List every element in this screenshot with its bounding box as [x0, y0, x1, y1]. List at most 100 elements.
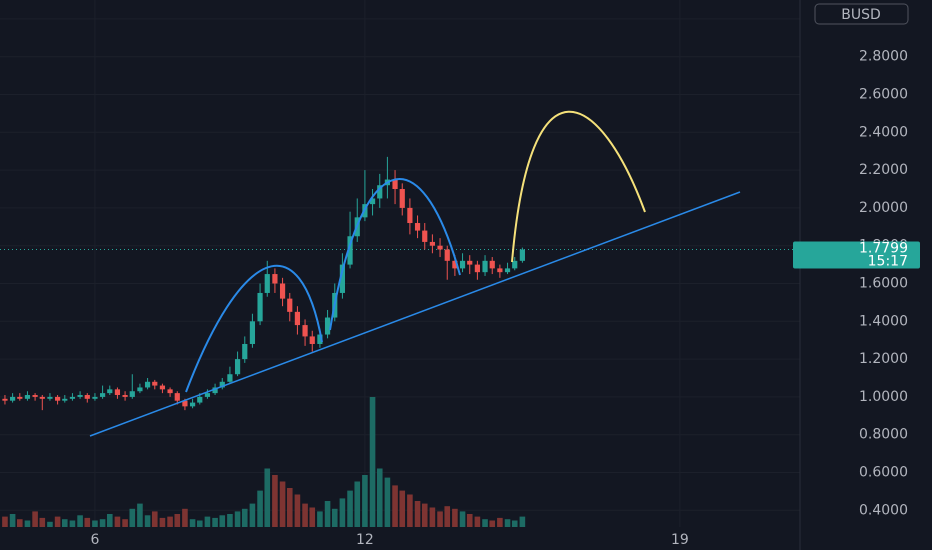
volume-bar: [324, 501, 331, 527]
volume-bar: [369, 397, 376, 527]
volume-bar: [39, 517, 46, 527]
last-price-box: [793, 241, 920, 269]
candle-body: [287, 298, 293, 312]
candle-body: [167, 389, 173, 394]
candle-body: [309, 336, 315, 344]
volume-bar: [452, 508, 458, 527]
volume-bar: [317, 511, 323, 527]
volume-bar: [159, 517, 166, 527]
candle-body: [482, 260, 488, 273]
candle-body: [512, 260, 518, 269]
candle-body: [47, 396, 53, 399]
volume-bar: [279, 481, 286, 527]
candle-body: [122, 395, 128, 397]
candle-body: [197, 396, 203, 403]
candle-body: [204, 393, 211, 397]
volume-bar: [294, 494, 301, 527]
volume-bar: [519, 516, 526, 527]
y-tick-label: 0.6000: [859, 465, 908, 481]
volume-bars: [2, 397, 526, 527]
candle-body: [144, 381, 151, 388]
volume-bar: [302, 503, 308, 527]
candle-body: [437, 245, 443, 250]
candle-body: [129, 391, 135, 397]
volume-bar: [196, 520, 203, 527]
arc-drawing: [329, 178, 461, 331]
volume-bar: [272, 475, 278, 527]
volume-bar: [167, 516, 173, 527]
candle-body: [504, 268, 511, 273]
volume-bar: [407, 494, 413, 527]
candle-body: [219, 381, 225, 388]
volume-bar: [182, 508, 188, 527]
candle-body: [474, 264, 480, 273]
volume-bar: [84, 517, 91, 527]
volume-bar: [392, 485, 398, 527]
volume-bar: [257, 490, 263, 527]
candle-body: [24, 395, 31, 399]
y-tick-label: 0.8000: [859, 427, 908, 443]
candle-body: [114, 389, 121, 396]
arc-drawing: [185, 264, 323, 393]
volume-bar: [444, 506, 451, 527]
volume-bar: [474, 516, 481, 527]
candle-body: [9, 396, 16, 401]
candle-body: [92, 396, 98, 399]
candle-body: [99, 393, 106, 397]
candle-body: [444, 249, 450, 261]
volume-bar: [376, 468, 383, 527]
candle-body: [182, 400, 188, 407]
candle-body: [279, 283, 286, 299]
candle-body: [152, 381, 158, 386]
volume-bar: [234, 511, 241, 527]
currency-label: BUSD: [841, 7, 881, 23]
candle-body: [422, 230, 428, 242]
candle-body: [519, 249, 525, 261]
candle-body: [489, 260, 495, 269]
candle-body: [174, 393, 180, 401]
grid: [0, 249, 800, 251]
candle-body: [392, 179, 398, 190]
candle-body: [212, 387, 218, 394]
volume-bar: [219, 515, 226, 527]
candle-body: [317, 334, 323, 344]
volume-bar: [286, 488, 293, 527]
volume-bar: [482, 519, 488, 527]
candle-body: [234, 359, 241, 375]
volume-bar: [32, 511, 38, 527]
candle-body: [39, 396, 45, 399]
volume-bar: [504, 519, 511, 527]
candle-body: [459, 260, 466, 269]
volume-bar: [144, 515, 151, 527]
candle-body: [137, 387, 143, 392]
drawings: [89, 110, 741, 437]
candle-body: [84, 395, 90, 399]
y-tick-label: 1.6000: [859, 276, 908, 292]
volume-bar: [437, 511, 443, 527]
last-price-label: 1.7799: [859, 241, 908, 257]
volume-bar: [354, 481, 361, 527]
candle-body: [324, 317, 331, 335]
candle-body: [369, 198, 376, 205]
candle-body: [467, 260, 473, 265]
volume-bar: [204, 516, 211, 527]
volume-bar: [309, 507, 316, 527]
volume-bar: [421, 503, 428, 527]
volume-bar: [384, 477, 391, 527]
candle-body: [227, 374, 233, 382]
volume-bar: [69, 520, 76, 527]
x-tick-label: 6: [90, 532, 99, 548]
volume-bar: [459, 511, 466, 527]
volume-bar: [497, 517, 503, 527]
volume-bar: [92, 520, 98, 527]
y-tick-label: 1.4000: [859, 313, 908, 329]
volume-bar: [47, 521, 53, 527]
candle-body: [414, 223, 421, 231]
volume-bar: [212, 517, 218, 527]
volume-bar: [227, 514, 233, 527]
x-tick-label: 12: [356, 532, 374, 548]
volume-bar: [122, 519, 128, 527]
volume-bar: [399, 490, 406, 527]
candle-body: [399, 189, 405, 208]
